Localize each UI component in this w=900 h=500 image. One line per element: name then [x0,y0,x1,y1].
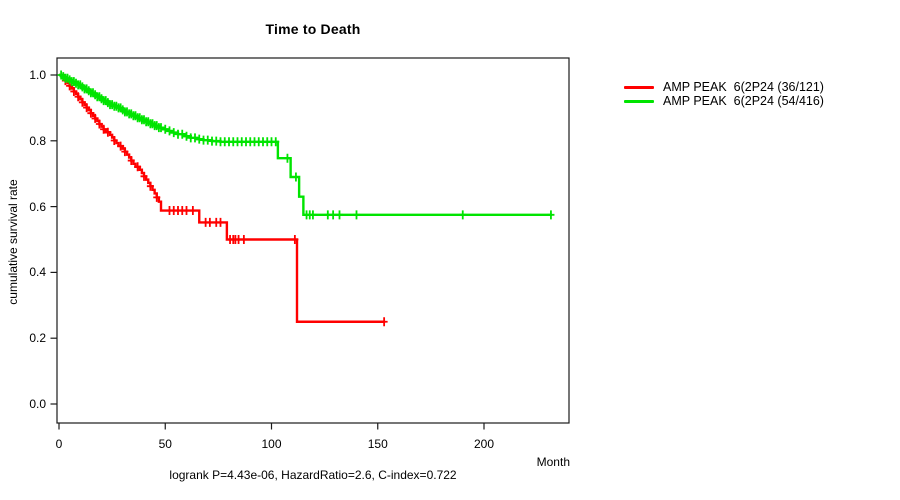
x-tick-label: 50 [158,437,172,451]
censor-marks-red [61,76,388,327]
y-tick-label: 0.6 [29,199,46,214]
x-axis-label: Month [536,455,570,469]
legend-item: AMP PEAK 6(2P24 (36/121) [624,80,824,94]
y-tick-label: 0.2 [29,331,46,346]
legend-label: AMP PEAK 6(2P24 (36/121) [663,80,824,94]
x-tick-label: 150 [367,437,388,451]
censor-marks-green [57,70,555,220]
legend-line-green [624,99,654,103]
x-tick-label: 200 [473,437,495,451]
legend-label: AMP PEAK 6(2P24 (54/416) [663,94,824,108]
y-tick-label: 0.4 [29,265,46,280]
x-tick-label: 0 [55,437,63,451]
y-tick-label: 0.8 [29,133,46,148]
legend-item: AMP PEAK 6(2P24 (54/416) [624,94,824,108]
plot-frame [56,57,570,424]
x-tick-label: 100 [261,437,282,451]
y-tick-label: 1.0 [29,68,46,82]
stats-annotation: logrank P=4.43e-06, HazardRatio=2.6, C-i… [169,468,457,482]
y-tick-label: 0.0 [29,397,46,411]
chart-title: Time to Death [265,21,361,37]
y-axis-label: cumulative survival rate [6,179,20,305]
survival-curve-green [59,73,552,217]
survival-curve-red [59,73,386,323]
legend-line-red [624,85,654,89]
legend: AMP PEAK 6(2P24 (36/121) AMP PEAK 6(2P24… [624,80,824,108]
